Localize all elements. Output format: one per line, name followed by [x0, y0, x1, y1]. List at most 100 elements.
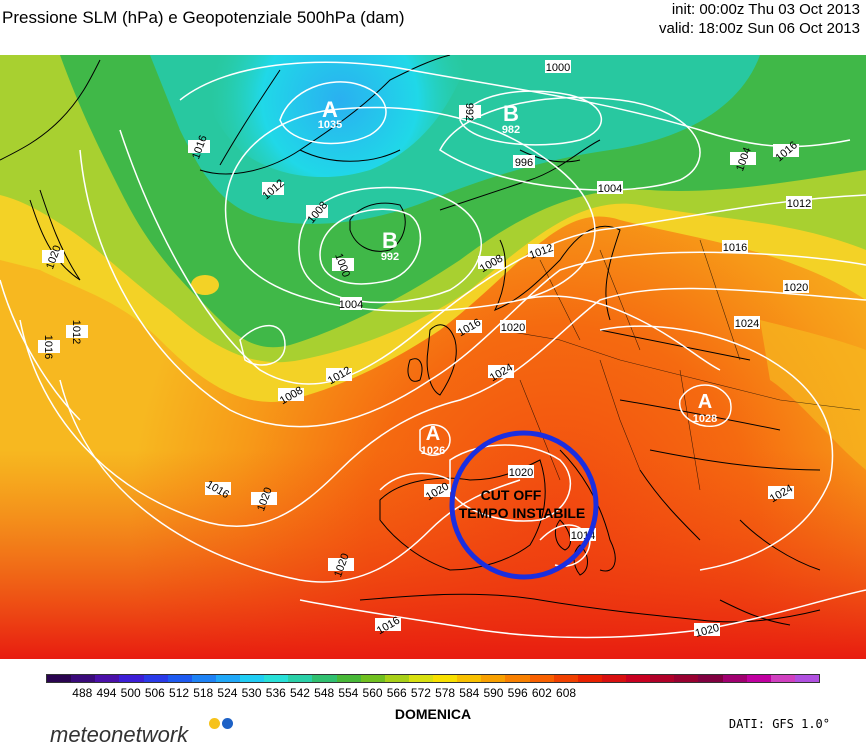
colorbar-swatch — [433, 675, 458, 682]
colorbar-swatch — [167, 675, 192, 682]
isobar-label: 1020 — [694, 622, 721, 640]
colorbar-tick-label: 590 — [483, 686, 504, 700]
isobar-label: 992 — [459, 103, 481, 121]
cutoff-label-1: CUT OFF — [481, 487, 542, 503]
meteonetwork-logo: meteonetwork — [50, 722, 189, 747]
init-time: init: 00:00z Thu 03 Oct 2013 — [671, 1, 860, 18]
colorbar-swatch — [457, 675, 482, 682]
isobar-label-text: 1020 — [784, 282, 808, 294]
colorbar-tick-label: 524 — [217, 686, 238, 700]
field-south — [0, 450, 866, 659]
isobar-label-text: 1004 — [339, 299, 363, 311]
low-center-value: 982 — [502, 124, 520, 136]
colorbar-swatch — [770, 675, 795, 682]
colorbar-swatch — [626, 675, 651, 682]
low-center-letter: B — [382, 228, 398, 253]
colorbar-tick-label: 596 — [507, 686, 528, 700]
cutoff-annotation: CUT OFF TEMPO INSTABILE — [459, 487, 586, 521]
colorbar-swatch — [264, 675, 289, 682]
colorbar-swatch — [577, 675, 602, 682]
high-center-value: 1035 — [318, 119, 342, 131]
colorbar-tick-label: 494 — [96, 686, 117, 700]
colorbar-tick-label: 488 — [72, 686, 93, 700]
forecast-day: DOMENICA — [394, 706, 472, 722]
colorbar-swatch — [312, 675, 337, 682]
isobar-label-text: 1004 — [598, 183, 622, 195]
high-center-letter: A — [322, 97, 338, 122]
isobar-label-text: 1020 — [501, 322, 525, 334]
colorbar-swatch — [215, 675, 240, 682]
colorbar-tick-label: 554 — [338, 686, 359, 700]
colorbar-tick-label: 548 — [314, 686, 335, 700]
isobar-label: 1020 — [508, 465, 534, 479]
colorbar-ticks: 488 494 500 506 512 518 524 530 536 542 548 554 560 5… — [46, 686, 820, 700]
isobar-label: 1004 — [597, 181, 623, 195]
logo-dot — [209, 718, 220, 729]
colorbar-swatch — [722, 675, 747, 682]
colorbar-swatch — [71, 675, 96, 682]
colorbar-swatch — [674, 675, 699, 682]
colorbar-tick-label: 584 — [459, 686, 480, 700]
isobar-label: 1024 — [734, 316, 760, 330]
isobar-label-text: 1020 — [509, 467, 533, 479]
colorbar-swatch — [746, 675, 771, 682]
run-info: init: 00:00z Thu 03 Oct 2013 valid: 18:0… — [659, 0, 860, 38]
isobar-label-text: 992 — [463, 103, 475, 121]
cutoff-label-2: TEMPO INSTABILE — [459, 505, 586, 521]
colorbar-swatch — [408, 675, 433, 682]
cyan-core — [200, 55, 470, 178]
isobar-label: 1024 — [768, 483, 795, 506]
colorbar-tick-label: 608 — [556, 686, 577, 700]
colorbar-swatch — [95, 675, 120, 682]
colorbar-swatch — [143, 675, 168, 682]
colorbar-tick-label: 542 — [289, 686, 310, 700]
isobar-label: 1020 — [783, 280, 809, 294]
colorbar-tick-label: 578 — [435, 686, 456, 700]
colorbar-tick-label: 512 — [169, 686, 190, 700]
colorbar-tick-label: 602 — [531, 686, 552, 700]
colorbar-tick-label: 506 — [144, 686, 165, 700]
colorbar-swatch — [553, 675, 578, 682]
logo-dot — [222, 718, 233, 729]
colorbar-tick-label: 518 — [193, 686, 214, 700]
low-center-value: 992 — [381, 251, 399, 263]
colorbar-swatch — [505, 675, 530, 682]
isobar-label-text: 1024 — [735, 318, 759, 330]
colorbar-swatch — [384, 675, 409, 682]
east-yellow — [760, 320, 866, 470]
colorbar-tick-label: 500 — [120, 686, 141, 700]
colorbar-tick-label: 572 — [410, 686, 431, 700]
data-source: DATI: GFS 1.0° — [728, 717, 830, 731]
high-center-letter: A — [426, 423, 440, 445]
colorbar-tick-label: 530 — [241, 686, 262, 700]
valid-time: valid: 18:00z Sun 06 Oct 2013 — [659, 20, 860, 37]
isobar-label: 1012 — [528, 242, 555, 262]
colorbar-swatch — [698, 675, 723, 682]
isobar-label-text: 1012 — [787, 198, 811, 210]
high-center-letter: A — [698, 391, 712, 413]
isobar-label: 1016 — [38, 335, 60, 359]
isobar-label-text: 1016 — [723, 242, 747, 254]
isobar-label-text: 1012 — [70, 320, 82, 344]
pressure-centers: A 1035 B 982 B 992 A 1026 A 1028 — [318, 97, 717, 457]
yellow-blob — [191, 275, 219, 295]
isobar-label-text: 1000 — [546, 62, 570, 74]
isobar-label: 996 — [513, 155, 535, 169]
cutoff-circle — [449, 430, 599, 580]
weather-map: 1016 1012 1008 1000 1004 996 992 1000 10… — [0, 55, 866, 659]
colorbar-swatch — [240, 675, 265, 682]
colorbar-tick-label: 560 — [362, 686, 383, 700]
high-center-value: 1026 — [421, 445, 445, 457]
isobar-label: 1012 — [66, 320, 88, 344]
colorbar-swatch — [336, 675, 361, 682]
colorbar-swatch — [119, 675, 144, 682]
isobar-label: 1004 — [339, 297, 363, 311]
isobar-label: 1016 — [722, 240, 748, 254]
high-center-value: 1028 — [693, 413, 717, 425]
colorbar-swatch — [47, 675, 72, 682]
isobar-label-text: 996 — [515, 157, 533, 169]
colorbar-swatch — [529, 675, 554, 682]
coastlines — [0, 55, 821, 626]
logo-dots-icon — [209, 718, 239, 732]
colorbar-swatch — [191, 675, 216, 682]
